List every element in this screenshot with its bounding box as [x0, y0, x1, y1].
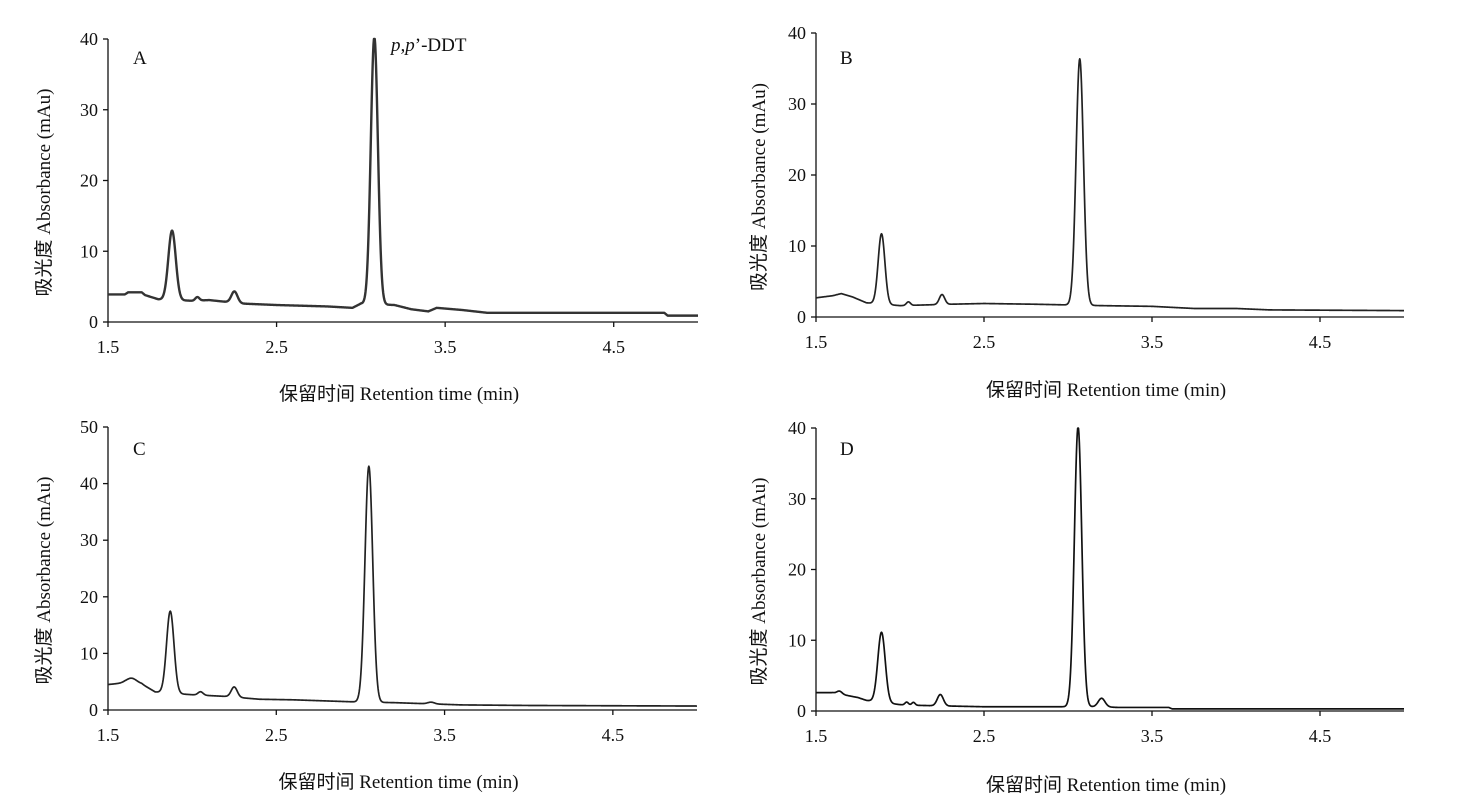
y-tick-label: 10 [788, 236, 806, 256]
x-tick-label: 1.5 [805, 332, 828, 352]
chromatogram-trace [107, 465, 698, 707]
chart-panel-a: 0 10 20 30 40 1.5 2.5 3.5 4.5 保留时间 Retention time… [33, 29, 699, 405]
x-tick-label: 4.5 [602, 337, 625, 357]
chart-panel-c: 0 10 20 30 40 50 1.5 2.5 3.5 4.5 保留时间 Retention ti… [33, 417, 698, 793]
x-tick-label: 2.5 [265, 337, 288, 357]
x-tick-label: 4.5 [1309, 332, 1332, 352]
x-tick-label: 3.5 [433, 725, 456, 745]
y-tick-label: 30 [80, 530, 98, 550]
x-tick-label: 1.5 [97, 337, 120, 357]
peak-annotation: p,p’-DDT [389, 35, 467, 56]
panel-label: B [840, 48, 853, 69]
y-tick-label: 20 [788, 165, 806, 185]
panel-label: C [133, 439, 146, 460]
x-tick-label: 1.5 [97, 725, 120, 745]
x-tick-label: 2.5 [973, 726, 996, 746]
y-tick-label: 0 [797, 701, 806, 721]
y-tick-label: 30 [788, 94, 806, 114]
y-axis-title: 吸光度 Absorbance (mAu) [748, 478, 770, 686]
y-tick-label: 10 [80, 241, 98, 261]
x-axis-title: 保留时间 Retention time (min) [986, 774, 1226, 796]
y-tick-label: 0 [89, 700, 98, 720]
y-tick-label: 40 [788, 418, 806, 438]
y-tick-label: 40 [80, 29, 98, 49]
panel-label: D [840, 439, 854, 460]
x-tick-label: 4.5 [1309, 726, 1332, 746]
y-tick-label: 40 [80, 474, 98, 494]
x-tick-label: 3.5 [434, 337, 457, 357]
y-tick-label: 20 [788, 560, 806, 580]
x-axis-title: 保留时间 Retention time (min) [279, 383, 519, 405]
panel-label: A [133, 48, 147, 69]
x-axis-title: 保留时间 Retention time (min) [278, 771, 518, 793]
x-tick-label: 2.5 [265, 725, 288, 745]
y-tick-label: 50 [80, 417, 98, 437]
x-tick-label: 1.5 [805, 726, 828, 746]
y-tick-label: 20 [80, 587, 98, 607]
annotation-suffix: ’-DDT [415, 35, 467, 56]
y-axis-title: 吸光度 Absorbance (mAu) [748, 83, 770, 291]
annotation-italic: p,p [389, 35, 415, 56]
y-tick-label: 30 [80, 100, 98, 120]
x-tick-label: 4.5 [602, 725, 625, 745]
y-tick-label: 20 [80, 171, 98, 191]
y-tick-label: 10 [80, 643, 98, 663]
y-tick-label: 40 [788, 23, 806, 43]
y-axis-title: 吸光度 Absorbance (mAu) [33, 89, 55, 297]
chromatogram-trace [815, 427, 1405, 710]
y-tick-label: 0 [797, 307, 806, 327]
chart-panel-d: 0 10 20 30 40 1.5 2.5 3.5 4.5 保留时间 Retention time… [748, 418, 1405, 796]
x-axis-title: 保留时间 Retention time (min) [986, 379, 1226, 401]
chart-panel-b: 0 10 20 30 40 1.5 2.5 3.5 4.5 保留时间 Retention time… [748, 23, 1405, 401]
chromatogram-trace [107, 37, 699, 317]
y-axis-title: 吸光度 Absorbance (mAu) [33, 477, 55, 685]
y-tick-label: 10 [788, 630, 806, 650]
chromatogram-trace [815, 57, 1405, 312]
y-tick-label: 0 [89, 312, 98, 332]
x-tick-label: 3.5 [1141, 332, 1164, 352]
y-tick-label: 30 [788, 489, 806, 509]
x-tick-label: 2.5 [973, 332, 996, 352]
x-tick-label: 3.5 [1141, 726, 1164, 746]
